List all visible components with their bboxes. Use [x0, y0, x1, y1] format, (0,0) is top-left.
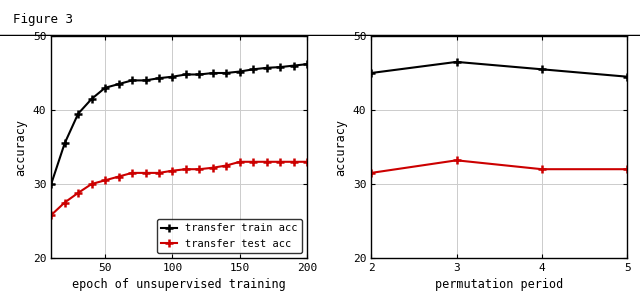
X-axis label: epoch of unsupervised training: epoch of unsupervised training: [72, 278, 286, 291]
Text: Figure 3: Figure 3: [13, 13, 73, 26]
X-axis label: permutation period: permutation period: [435, 278, 563, 291]
Y-axis label: accuracy: accuracy: [334, 118, 348, 176]
Y-axis label: accuracy: accuracy: [14, 118, 28, 176]
Legend: transfer train acc, transfer test acc: transfer train acc, transfer test acc: [157, 219, 302, 253]
